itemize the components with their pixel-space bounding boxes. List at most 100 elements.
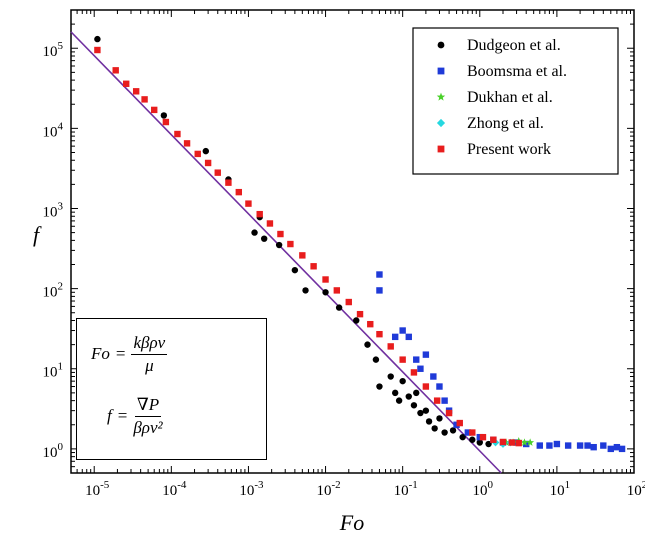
legend-marker-present-work: [437, 145, 445, 153]
data-point-present-work: [433, 397, 441, 404]
data-point-present-work: [479, 433, 487, 441]
legend-marker-zhong-et-al: [436, 118, 446, 128]
data-point-dudgeon-et-al: [436, 415, 443, 422]
data-point-boomsma-et-al: [546, 442, 553, 449]
data-point-present-work: [499, 438, 507, 446]
data-point-boomsma-et-al: [391, 333, 399, 341]
data-point-boomsma-et-al: [564, 442, 572, 449]
data-point-dukhan-et-al: [526, 438, 535, 446]
x-tick-label: 10-5: [85, 479, 110, 499]
data-point-present-work: [299, 252, 306, 259]
data-point-present-work: [204, 159, 212, 167]
fo-fraction: kβρv μ: [131, 333, 168, 375]
plot-frame: [70, 9, 635, 474]
data-point-boomsma-et-al: [441, 397, 448, 404]
data-point-present-work: [322, 276, 329, 283]
data-point-dudgeon-et-al: [302, 287, 309, 294]
x-tick-label: 10-1: [394, 479, 418, 499]
data-point-present-work: [399, 356, 406, 363]
data-point-present-work: [345, 298, 352, 306]
legend-label-zhong-et-al: Zhong et al.: [467, 115, 544, 132]
data-point-boomsma-et-al: [376, 271, 383, 278]
data-point-boomsma-et-al: [613, 443, 621, 451]
x-tick-label: 101: [550, 479, 571, 499]
data-point-boomsma-et-al: [590, 443, 597, 451]
y-tick-label: 104: [43, 120, 64, 140]
y-tick-label: 101: [43, 361, 64, 381]
f-lhs: f: [107, 406, 112, 426]
data-point-present-work: [456, 419, 463, 427]
data-point-present-work: [194, 150, 201, 158]
data-points-layer: [94, 35, 626, 453]
data-point-dudgeon-et-al: [160, 112, 168, 119]
data-point-present-work: [410, 369, 418, 376]
data-point-present-work: [490, 436, 497, 443]
data-point-dudgeon-et-al: [476, 439, 483, 446]
x-tick-label: 102: [627, 479, 645, 499]
data-point-dudgeon-et-al: [291, 266, 299, 274]
data-point-present-work: [266, 220, 274, 227]
data-point-boomsma-et-al: [576, 442, 584, 449]
data-point-boomsma-et-al: [430, 373, 437, 380]
data-point-present-work: [225, 179, 232, 186]
data-point-boomsma-et-al: [607, 445, 614, 453]
data-point-boomsma-et-al: [584, 442, 591, 449]
f-equals: =: [117, 406, 128, 426]
data-point-present-work: [387, 343, 394, 350]
power-law-fit-line: [70, 31, 502, 474]
legend-box: [412, 27, 619, 175]
data-point-dudgeon-et-al: [399, 377, 406, 385]
data-point-present-work: [508, 439, 515, 446]
data-point-boomsma-et-al: [422, 351, 430, 358]
data-point-dudgeon-et-al: [459, 433, 466, 441]
data-point-present-work: [235, 188, 243, 196]
data-point-present-work: [287, 240, 294, 248]
data-point-boomsma-et-al: [413, 356, 420, 363]
data-point-present-work: [162, 118, 170, 126]
legend-marker-boomsma-et-al: [437, 67, 445, 75]
data-point-present-work: [356, 310, 364, 318]
data-point-dudgeon-et-al: [251, 229, 258, 236]
data-point-boomsma-et-al: [399, 327, 406, 334]
legend: Dudgeon et al. Boomsma et al. Dukhan et al…: [412, 27, 619, 175]
data-point-boomsma-et-al: [600, 442, 607, 449]
fo-equals: =: [115, 344, 126, 364]
x-tick-label: 10-3: [239, 479, 264, 499]
data-point-dudgeon-et-al: [353, 317, 360, 324]
y-tick-label: 102: [43, 281, 64, 301]
data-point-present-work: [132, 88, 140, 95]
data-point-boomsma-et-al: [553, 440, 561, 448]
data-point-dudgeon-et-al: [364, 341, 371, 348]
data-point-present-work: [174, 130, 181, 138]
data-point-present-work: [256, 210, 263, 218]
ticks-layer: [71, 9, 635, 474]
data-point-dudgeon-et-al: [94, 35, 101, 43]
fo-equation: Fo = kβρv μ: [91, 333, 266, 375]
data-point-present-work: [151, 106, 158, 114]
data-point-present-work: [515, 439, 522, 447]
data-point-boomsma-et-al: [464, 429, 472, 436]
legend-marker-dukhan-et-al: [436, 92, 446, 101]
tick-labels-layer: 10-5 10-4 10-3 10-2 10-1 100 101 102 100 101 102 10…: [43, 40, 645, 499]
data-point-present-work: [245, 200, 252, 207]
data-point-dudgeon-et-al: [391, 389, 399, 397]
f-numerator: ∇P: [134, 395, 162, 417]
data-point-dukhan-et-al: [520, 438, 529, 446]
data-point-dudgeon-et-al: [405, 393, 412, 400]
data-point-dudgeon-et-al: [441, 429, 448, 436]
data-point-dudgeon-et-al: [469, 436, 476, 443]
x-tick-label: 10-2: [316, 479, 340, 499]
data-point-dudgeon-et-al: [202, 147, 210, 155]
data-point-dudgeon-et-al: [372, 356, 380, 363]
f-fraction: ∇P βρv²: [133, 395, 162, 437]
data-point-present-work: [310, 263, 317, 270]
legend-label-present-work: Present work: [467, 141, 551, 158]
data-point-dudgeon-et-al: [413, 389, 420, 397]
data-point-present-work: [94, 46, 101, 54]
data-point-present-work: [141, 96, 148, 103]
data-point-dudgeon-et-al: [417, 409, 424, 417]
data-point-boomsma-et-al: [618, 445, 626, 453]
data-point-boomsma-et-al: [436, 383, 443, 390]
data-point-boomsma-et-al: [536, 442, 543, 449]
